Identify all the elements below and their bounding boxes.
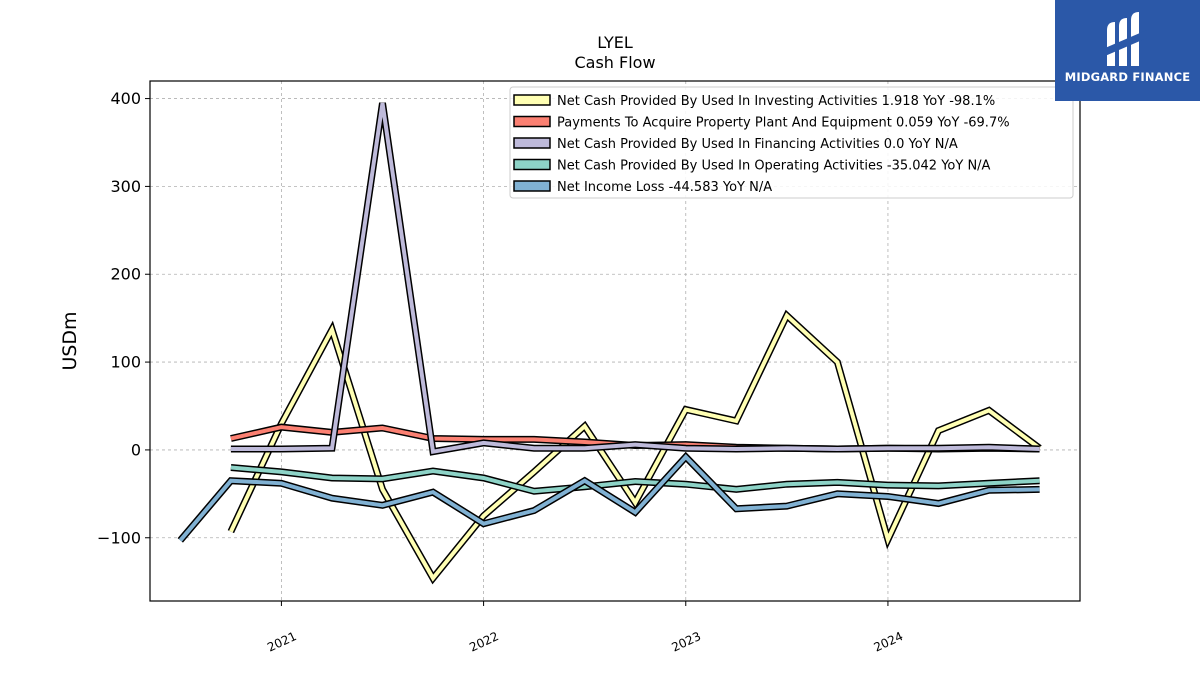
legend: Net Cash Provided By Used In Investing A… [509, 86, 1074, 199]
midgard-logo-icon [1105, 12, 1147, 66]
x-tick-label: 2024 [872, 629, 906, 655]
legend-box [509, 86, 1074, 199]
series-line [230, 102, 1040, 455]
plot-frame [149, 80, 1081, 602]
brand-name: MIDGARD FINANCE [1064, 70, 1191, 84]
chart-title: LYEL [597, 33, 633, 52]
chart-subtitle: Cash Flow [574, 53, 655, 72]
series-layer [177, 102, 1042, 585]
series-1 [227, 309, 1042, 585]
x-axis: 2021 2022 2023 2024 [265, 601, 905, 655]
legend-label: Net Cash Provided By Used In Investing A… [557, 94, 995, 109]
y-tick-label: 300 [110, 177, 141, 196]
legend-label: Payments To Acquire Property Plant And E… [557, 116, 1010, 131]
y-axis: −100 0 100 200 300 400 [97, 89, 150, 547]
series-line [229, 312, 1041, 582]
series-line [178, 453, 1040, 542]
x-tick-label: 2021 [265, 629, 299, 655]
legend-label: Net Cash Provided By Used In Operating A… [557, 159, 991, 174]
legend-swatch [513, 94, 551, 106]
y-tick-label: −100 [97, 528, 141, 547]
series-5 [177, 451, 1040, 543]
y-tick-label: 100 [110, 353, 141, 372]
y-tick-label: 200 [110, 265, 141, 284]
legend-swatch [513, 137, 551, 149]
legend-swatch [513, 115, 551, 128]
brand-logo: MIDGARD FINANCE [1055, 0, 1200, 101]
series-line [230, 465, 1040, 494]
series-4 [230, 464, 1040, 495]
y-tick-label: 400 [110, 89, 141, 108]
y-tick-label: 0 [131, 440, 141, 459]
legend-swatch [513, 180, 551, 192]
y-axis-label: USDm [59, 311, 81, 370]
x-tick-label: 2023 [669, 629, 703, 655]
legend-swatch [513, 158, 551, 171]
legend-label: Net Cash Provided By Used In Financing A… [557, 137, 958, 152]
legend-label: Net Income Loss -44.583 YoY N/A [557, 180, 772, 195]
series-3 [230, 102, 1040, 456]
x-tick-label: 2022 [467, 629, 501, 655]
